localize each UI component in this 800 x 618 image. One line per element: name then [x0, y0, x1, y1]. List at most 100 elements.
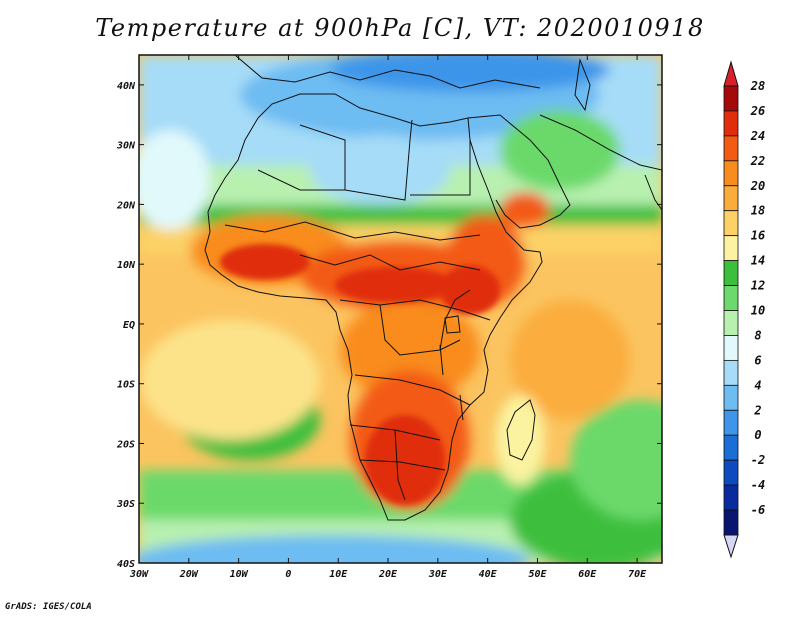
grads-credit: GrADS: IGES/COLA	[5, 602, 92, 612]
colorbar-level	[723, 260, 739, 286]
lat-tick-label: 10N	[117, 260, 136, 271]
map-frame: 30W 20W 10W 0 10E 20E 30E 40E 50E 60E 70E 40N 30N 20…	[116, 54, 663, 580]
coastline-layer	[204, 55, 662, 521]
border-sahara-2	[344, 119, 413, 201]
colorbar-level	[723, 85, 739, 112]
lat-tick-label: 20S	[116, 439, 135, 450]
colorbar-level	[723, 235, 739, 262]
africa-coastline	[204, 93, 543, 521]
colorbar-level	[723, 335, 739, 361]
lat-tick-label: EQ	[123, 320, 135, 331]
colorbar-label: 4	[754, 378, 761, 392]
colorbar-level	[723, 135, 739, 162]
field-arabia-hot	[500, 192, 550, 228]
map-figure: 30W 20W 10W 0 10E 20E 30E 40E 50E 60E 70E 40N30N20…	[116, 54, 765, 580]
colorbar-level	[723, 409, 739, 436]
lake-tanganyika	[439, 344, 444, 376]
border-central-2	[379, 304, 461, 356]
colorbar-label: 10	[751, 304, 765, 318]
temperature-field	[139, 55, 662, 563]
colorbar-label: 8	[754, 328, 761, 342]
colorbar-label: -2	[751, 453, 765, 467]
lat-tick-label: 40N	[117, 81, 136, 92]
latitude-ticks: 40N 30N 20N 10N EQ 10S 20S 30S 40S	[116, 81, 662, 570]
colorbar-under-triangle	[723, 534, 739, 559]
arabia-coastline	[467, 114, 571, 229]
colorbar-level	[723, 285, 739, 311]
colorbar-label: 12	[751, 279, 765, 293]
field-south-atlantic-pale	[140, 320, 320, 440]
lat-tick-label: 30S	[116, 499, 135, 510]
field-west-core	[220, 244, 310, 280]
lon-tick-label: 30W	[129, 569, 149, 580]
border-east-1	[439, 289, 471, 351]
lon-tick-label: 0	[285, 569, 291, 580]
persia-coastline	[539, 114, 662, 171]
border-sahara-3	[410, 140, 471, 196]
colorbar-level	[723, 210, 739, 237]
border-south-3	[359, 459, 446, 471]
colorbar-label: 22	[750, 154, 765, 168]
madagascar-coastline	[506, 399, 536, 461]
colorbar-level	[723, 384, 739, 411]
field-atlantic-cyan	[139, 130, 210, 230]
colorbar-label: 14	[751, 254, 765, 268]
field-madagascar-pale	[495, 395, 545, 485]
lat-tick-label: 10S	[117, 380, 135, 391]
caspian-coastline	[574, 58, 591, 112]
colorbar-level	[723, 484, 739, 511]
field-north-deepblue	[330, 55, 610, 92]
colorbar-level	[723, 185, 739, 212]
field-arabia-green	[500, 110, 620, 190]
longitude-ticks: 30W 20W 10W 0 10E 20E 30E 40E 50E 60E 70E	[129, 55, 647, 580]
lon-tick-label: 10W	[230, 569, 249, 580]
lake-malawi	[459, 394, 464, 421]
field-south-core	[365, 415, 445, 505]
colorbar-level	[723, 310, 739, 336]
lat-tick-label: 30N	[116, 141, 136, 152]
india-coastline	[644, 174, 662, 211]
field-south-blue	[139, 535, 530, 563]
border-sahel-2	[299, 254, 481, 271]
colorbar-label: 28	[750, 79, 765, 93]
field-indian-pale	[510, 300, 630, 420]
field-indian-green	[570, 400, 662, 520]
field-sahel-core	[335, 267, 455, 303]
border-south-4	[394, 429, 406, 501]
border-sahel-1	[224, 221, 481, 241]
colorbar-label: 16	[751, 229, 765, 243]
colorbar-label: -4	[751, 478, 765, 492]
colorbar-label: 24	[750, 129, 765, 143]
map-border	[138, 54, 663, 564]
map-title: Temperature at 900hPa [C], VT: 202001091…	[95, 14, 705, 42]
colorbar-label: -6	[751, 503, 765, 517]
colorbar-level	[723, 160, 739, 187]
lon-tick-label: 50E	[528, 569, 547, 580]
lon-tick-label: 10E	[329, 569, 348, 580]
border-south-1	[354, 374, 471, 406]
colorbar-label: 20	[750, 179, 765, 193]
colorbar-label: 26	[750, 104, 765, 118]
colorbar-label: 18	[751, 204, 765, 218]
lon-tick-label: 70E	[628, 569, 647, 580]
lon-tick-label: 60E	[578, 569, 597, 580]
colorbar-levels	[723, 85, 739, 536]
border-central-1	[339, 299, 491, 321]
europe-coastline	[234, 55, 541, 89]
colorbar-level	[723, 110, 739, 137]
lon-tick-label: 40E	[479, 569, 498, 580]
colorbar-label: 6	[754, 353, 761, 367]
lake-victoria	[444, 315, 461, 334]
colorbar-level	[723, 509, 739, 536]
lon-tick-label: 30E	[428, 569, 448, 580]
lon-tick-label: 20E	[378, 569, 398, 580]
colorbar-level	[723, 459, 739, 486]
colorbar-level	[723, 434, 739, 461]
field-congo-warm	[340, 300, 480, 400]
colorbar-level	[723, 359, 739, 386]
colorbar-label: 0	[754, 428, 761, 442]
lat-tick-label: 40S	[117, 559, 135, 570]
lat-tick-label: 20N	[116, 200, 136, 211]
